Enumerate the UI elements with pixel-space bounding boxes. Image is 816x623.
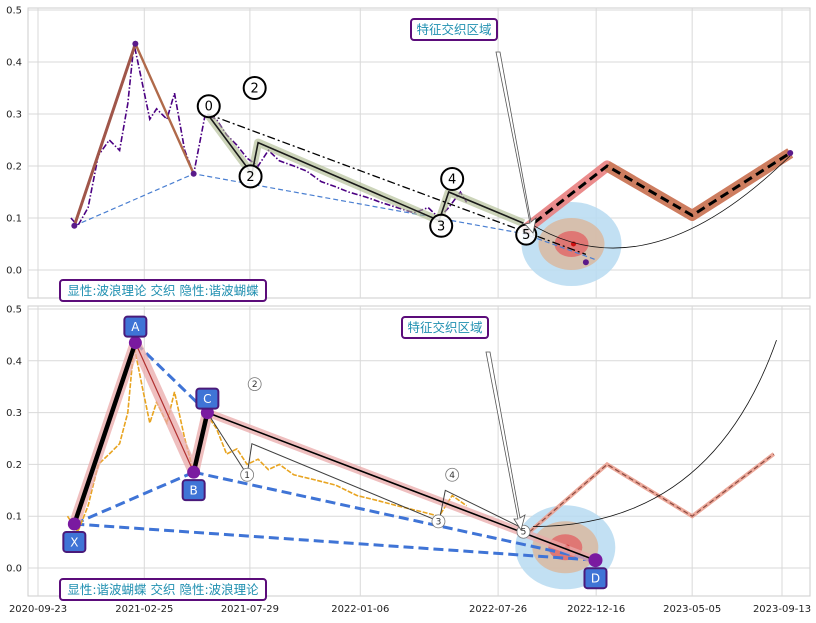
bottom-pivot-marker (187, 465, 201, 479)
top-ytick-label: 0.0 (6, 266, 22, 277)
bottom-pivot-marker (588, 553, 603, 568)
bottom-xabcd-label-box (123, 315, 148, 338)
bottom-xabcd-label: X (70, 535, 78, 549)
bottom-wave-number-circle (247, 377, 262, 392)
bottom-xabcd-label-box (583, 567, 608, 590)
bottom-wave-number-label: 2 (252, 380, 258, 390)
top-callout-arrow (495, 51, 537, 234)
top-wave-number-label: 0 (205, 100, 213, 115)
bottom-arc-curve (533, 339, 777, 527)
xtick-label: 2022-01-06 (331, 604, 389, 615)
bottom-harmonic-xb (73, 470, 195, 526)
top-wave-number-circle (238, 164, 263, 189)
top-plot-frame (27, 7, 811, 299)
bottom-wave-number-label: 5 (521, 528, 527, 538)
bottom-ytick-label: 0.4 (6, 356, 22, 367)
bottom-panel: 0.0 0.1 0.2 0.3 0.4 0.5 2020-09-23 2021-02-25 20… (6, 305, 811, 616)
top-pivot-marker (582, 259, 589, 266)
top-ytick-label: 0.1 (6, 214, 22, 225)
top-zone-title: 特征交织区域 (416, 22, 491, 37)
bottom-price-line (66, 345, 468, 534)
top-pivot-marker (71, 222, 78, 229)
top-ytick-label: 0.4 (6, 58, 22, 69)
bottom-wave-number-circle (445, 467, 460, 482)
xtick-label: 2021-02-25 (115, 604, 173, 615)
bottom-wave-number-circle (431, 514, 446, 529)
bottom-wave-number-label: 3 (436, 517, 442, 527)
bottom-zone-title-box (401, 316, 489, 339)
top-ytick-label: 0.3 (6, 110, 22, 121)
bottom-harmonic-bd (193, 470, 596, 562)
top-ytick-label: 0.5 (6, 6, 22, 17)
top-projection-line (522, 151, 792, 233)
bottom-plot-frame (27, 305, 811, 597)
xtick-label: 2022-07-26 (469, 604, 527, 615)
top-ytick-label: 0.2 (6, 162, 22, 173)
top-pivot-marker (190, 170, 197, 177)
bottom-leg-ab (134, 342, 195, 473)
bottom-xabcd-label-box (62, 530, 87, 553)
bottom-leg-bc (191, 412, 210, 473)
top-wave-number-label: 2 (246, 170, 254, 185)
xtick-label: 2020-09-23 (9, 604, 67, 615)
bottom-wave-line (206, 412, 530, 533)
top-harmonic-dashed (74, 173, 596, 261)
top-pivot-marker (132, 40, 139, 47)
bottom-ytick-label: 0.5 (6, 305, 22, 316)
top-wave-number-circle (440, 167, 465, 191)
bottom-harmonic-xd (74, 522, 596, 562)
bottom-pivot-marker (67, 517, 81, 531)
top-wave-number-label: 2 (251, 82, 259, 97)
top-leg-xa (72, 43, 137, 227)
xtick-label: 2023-09-13 (753, 604, 811, 615)
top-wave-number-circle (196, 94, 221, 119)
top-arc-curve (529, 155, 791, 249)
bottom-footer-text: 显性:谐波蝴蝶 交织 隐性:波浪理论 (67, 582, 259, 597)
top-projection-end (787, 150, 794, 156)
bottom-pivot-marker (128, 336, 142, 350)
bottom-footer-box (59, 578, 267, 601)
bottom-wave-number-circle (240, 467, 255, 482)
bottom-xabcd-label-box (195, 387, 220, 410)
top-wave-number-label: 4 (448, 173, 456, 188)
top-footer-text: 显性:波浪理论 交织 隐性:谐波蝴蝶 (67, 283, 259, 298)
bottom-ytick-label: 0.2 (6, 460, 22, 471)
top-price-line (70, 43, 468, 228)
top-wave-number-circle (429, 213, 454, 238)
xtick-label: 2022-12-16 (567, 604, 625, 615)
bottom-xabcd-label: D (591, 572, 600, 586)
bottom-xabcd-label: A (131, 320, 140, 334)
top-wave-number-circle (242, 76, 267, 100)
xtick-label: 2023-05-05 (663, 604, 721, 615)
bottom-ytick-label: 0.3 (6, 408, 22, 419)
top-zone-title-box (410, 18, 498, 41)
bottom-projection-line (529, 453, 775, 533)
bottom-xabcd-label-box (181, 479, 206, 502)
bottom-ytick-label: 0.1 (6, 512, 22, 523)
bottom-ytick-label: 0.0 (6, 564, 22, 575)
bottom-wave-number-label: 4 (449, 471, 455, 481)
bottom-xabcd-label: B (190, 484, 198, 498)
bottom-xabcd-label: C (203, 392, 211, 406)
bottom-leg-xa (72, 341, 138, 525)
top-wave-number-label: 5 (522, 228, 530, 243)
bottom-zone-title: 特征交织区域 (407, 320, 482, 335)
bottom-leg-cd (207, 411, 596, 561)
bottom-callout-arrow (485, 351, 526, 531)
top-wave-number-label: 3 (437, 219, 445, 234)
bottom-wave-number-label: 1 (244, 471, 250, 481)
top-footer-box (59, 279, 267, 302)
top-wave-line (206, 113, 524, 224)
xtick-label: 2021-07-29 (221, 604, 279, 615)
